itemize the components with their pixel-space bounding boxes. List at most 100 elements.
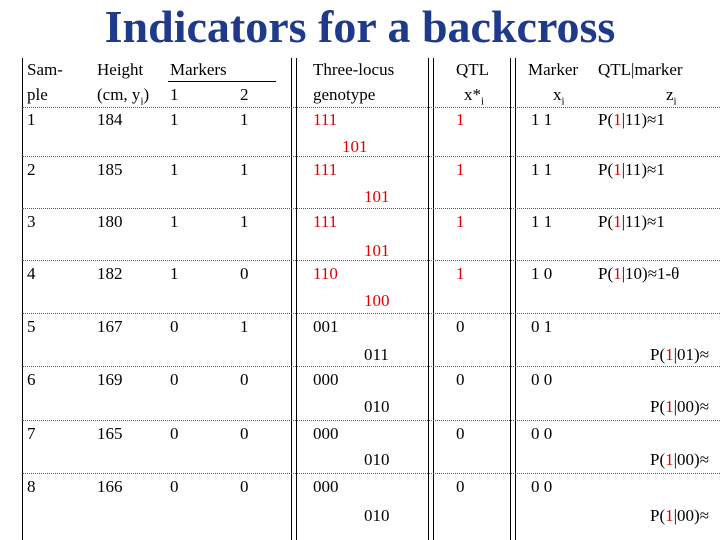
column-divider — [433, 58, 434, 540]
sample-cell: 5 — [27, 317, 36, 336]
qtl-marker-probability-cell: P(1|00)≈ — [650, 506, 709, 526]
qtl-cell: 1 — [456, 160, 465, 179]
left-border — [22, 58, 23, 540]
qtl-cell: 1 — [456, 264, 465, 283]
genotype-recombinant-cell: 100 — [364, 291, 390, 310]
marker-cell: 0 0 — [531, 370, 553, 389]
qtl-cell: 1 — [456, 212, 465, 231]
row-separator — [22, 208, 720, 209]
probability-prefix: P( — [650, 506, 666, 525]
marker-cell: 1 1 — [531, 212, 553, 231]
qtl-marker-probability-cell: P(1|11)≈1 — [598, 110, 665, 130]
genotype-cell: 000 — [313, 370, 339, 389]
probability-suffix: |01)≈ — [673, 345, 710, 364]
genotype-recombinant-cell: 101 — [364, 241, 390, 260]
marker2-cell: 0 — [240, 264, 249, 283]
sample-cell: 8 — [27, 477, 36, 496]
row-separator — [22, 366, 720, 367]
header-qtl-marker-symbol: zi — [666, 85, 677, 108]
column-divider — [296, 58, 297, 540]
probability-prefix: P( — [598, 212, 614, 231]
genotype-recombinant-cell: 101 — [342, 137, 368, 156]
marker2-cell: 0 — [240, 424, 249, 443]
genotype-cell: 000 — [313, 424, 339, 443]
header-markers: Markers — [170, 60, 227, 79]
qtl-marker-probability-cell: P(1|00)≈ — [650, 450, 709, 470]
marker2-cell: 1 — [240, 110, 249, 129]
column-divider — [510, 58, 511, 540]
qtl-cell: 1 — [456, 110, 465, 129]
qtl-marker-probability-cell: P(1|00)≈ — [650, 397, 709, 417]
probability-prefix: P( — [598, 110, 614, 129]
marker2-cell: 1 — [240, 212, 249, 231]
probability-qtl-value: 1 — [665, 450, 674, 469]
genotype-cell: 110 — [313, 264, 338, 283]
marker1-cell: 0 — [170, 370, 179, 389]
header-marker-symbol: xi — [553, 85, 565, 108]
header-sample-line2: ple — [27, 85, 48, 104]
probability-suffix: |11)≈1 — [621, 110, 665, 129]
markers-underline — [168, 81, 276, 82]
sample-cell: 2 — [27, 160, 36, 179]
genotype-recombinant-cell: 011 — [364, 345, 389, 364]
height-cell: 180 — [97, 212, 123, 231]
marker2-cell: 0 — [240, 477, 249, 496]
row-separator — [22, 420, 720, 421]
marker1-cell: 0 — [170, 477, 179, 496]
marker1-cell: 0 — [170, 424, 179, 443]
header-separator — [22, 107, 720, 108]
marker1-cell: 1 — [170, 264, 179, 283]
marker2-cell: 0 — [240, 370, 249, 389]
qtl-cell: 0 — [456, 424, 465, 443]
height-cell: 182 — [97, 264, 123, 283]
header-qtl-symbol: x*i — [464, 85, 485, 108]
probability-prefix: P( — [650, 345, 666, 364]
probability-qtl-value: 1 — [613, 264, 622, 283]
header-qtl: QTL — [456, 60, 490, 79]
height-cell: 169 — [97, 370, 123, 389]
row-separator — [22, 156, 720, 157]
marker-cell: 0 0 — [531, 477, 553, 496]
header-qtl-marker: QTL|marker — [598, 60, 683, 79]
marker2-cell: 1 — [240, 317, 249, 336]
marker-cell: 1 1 — [531, 110, 553, 129]
sample-cell: 1 — [27, 110, 36, 129]
qtl-cell: 0 — [456, 477, 465, 496]
header-marker-2: 2 — [240, 85, 249, 104]
probability-suffix: |11)≈1 — [621, 212, 665, 231]
genotype-cell: 000 — [313, 477, 339, 496]
probability-suffix: |11)≈1 — [621, 160, 665, 179]
qtl-cell: 0 — [456, 370, 465, 389]
genotype-cell: 111 — [313, 160, 338, 179]
sample-cell: 7 — [27, 424, 36, 443]
genotype-recombinant-cell: 010 — [364, 506, 390, 525]
marker1-cell: 1 — [170, 160, 179, 179]
sample-cell: 3 — [27, 212, 36, 231]
height-cell: 185 — [97, 160, 123, 179]
genotype-recombinant-cell: 010 — [364, 397, 390, 416]
column-divider — [515, 58, 516, 540]
probability-qtl-value: 1 — [665, 397, 674, 416]
header-marker-1: 1 — [170, 85, 179, 104]
probability-qtl-value: 1 — [665, 345, 674, 364]
marker1-cell: 0 — [170, 317, 179, 336]
row-separator — [22, 260, 720, 261]
probability-suffix: |00)≈ — [673, 397, 710, 416]
probability-prefix: P( — [598, 264, 614, 283]
probability-qtl-value: 1 — [613, 160, 622, 179]
probability-suffix: |00)≈ — [673, 450, 710, 469]
probability-prefix: P( — [598, 160, 614, 179]
marker1-cell: 1 — [170, 110, 179, 129]
marker-cell: 1 0 — [531, 264, 553, 283]
marker2-cell: 1 — [240, 160, 249, 179]
header-sample-line1: Sam- — [27, 60, 63, 79]
genotype-recombinant-cell: 010 — [364, 450, 390, 469]
row-separator — [22, 313, 720, 314]
sample-cell: 4 — [27, 264, 36, 283]
header-three-locus-line1: Three-locus — [313, 60, 395, 79]
sample-cell: 6 — [27, 370, 36, 389]
row-separator — [22, 473, 720, 474]
header-height-line1: Height — [97, 60, 144, 79]
header-height-line2: (cm, yi) — [97, 85, 150, 108]
genotype-cell: 001 — [313, 317, 339, 336]
